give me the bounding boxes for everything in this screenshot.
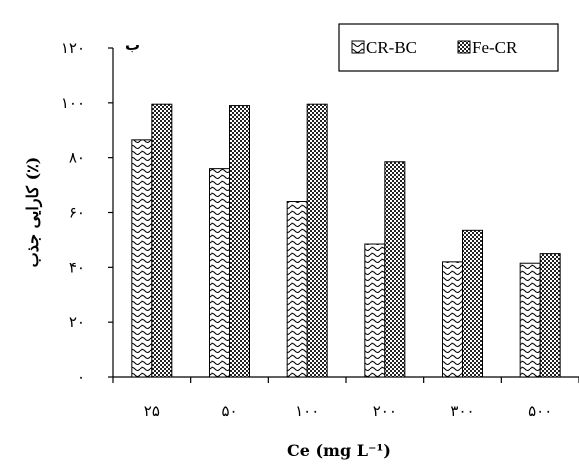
x-axis-title: Ce (mg L⁻¹) — [287, 441, 391, 460]
y-tick-label: ۰ — [77, 368, 85, 386]
x-tick-label: ۵۰ — [221, 402, 237, 420]
bar-fe-cr — [462, 229, 483, 378]
x-tick-label: ۵۰۰ — [528, 402, 552, 420]
y-ticks: ۰ ۲۰ ۴۰ ۶۰ ۸۰ ۱۰۰ ۱۲۰ — [61, 39, 113, 386]
bar-fe-cr — [384, 161, 406, 378]
y-tick-label: ۶۰ — [69, 204, 85, 222]
y-tick-label: ۲۰ — [69, 313, 85, 331]
x-tick-label: ۲۵ — [144, 402, 160, 420]
legend-box — [338, 23, 559, 72]
legend-swatch-cr-bc — [351, 40, 365, 54]
bar-fe-cr — [539, 253, 561, 378]
legend: CR-BC Fe-CR — [338, 23, 559, 72]
y-tick-label: ۱۲۰ — [61, 39, 85, 57]
x-tick-label: ۱۰۰ — [295, 402, 319, 420]
bar-cr-bc — [209, 168, 230, 378]
bar-cr-bc — [131, 139, 153, 378]
bar-fe-cr — [306, 103, 328, 378]
bar-cr-bc — [364, 243, 386, 378]
bar-cr-bc — [519, 262, 541, 378]
y-tick-label: ۸۰ — [69, 149, 85, 167]
y-axis-title: کارایی جذب (٪) — [23, 157, 43, 268]
panel-label: ب — [125, 36, 140, 54]
bar-cr-bc — [442, 261, 463, 378]
bar-fe-cr — [151, 103, 173, 378]
bar-fe-cr — [229, 105, 250, 378]
legend-label-cr-bc: CR-BC — [366, 38, 417, 57]
y-tick-label: ۱۰۰ — [61, 94, 85, 112]
y-tick-label: ۴۰ — [69, 258, 85, 276]
bars — [131, 103, 561, 378]
x-ticks: ۲۵ ۵۰ ۱۰۰ ۲۰۰ ۳۰۰ ۵۰۰ — [112, 377, 579, 420]
x-tick-label: ۳۰۰ — [450, 402, 474, 420]
x-tick-label: ۲۰۰ — [373, 402, 397, 420]
legend-swatch-fe-cr — [457, 40, 471, 54]
legend-label-fe-cr: Fe-CR — [472, 38, 518, 57]
bar-cr-bc — [286, 201, 308, 378]
